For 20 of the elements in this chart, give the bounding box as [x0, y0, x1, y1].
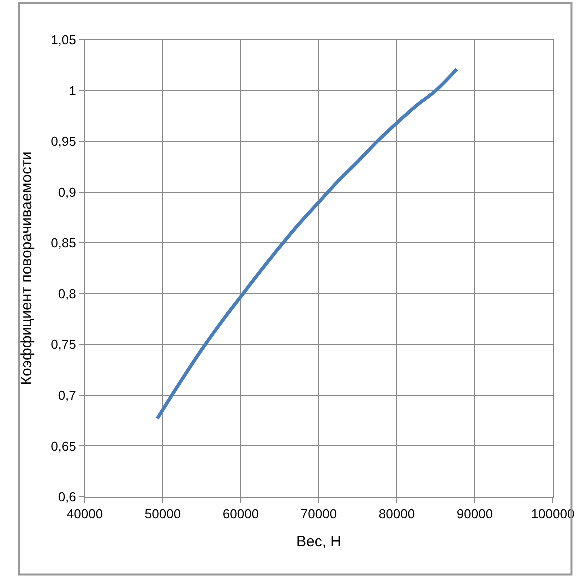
x-tick-label: 50000	[144, 506, 182, 522]
y-tick-label: 0,65	[51, 438, 76, 454]
y-tick-label: 1,05	[51, 32, 76, 48]
y-tick-label: 0,6	[58, 490, 76, 505]
x-tick-label: 100000	[531, 506, 575, 522]
y-tick-label: 0,8	[58, 286, 76, 302]
x-tick-label: 90000	[456, 506, 494, 522]
y-tick-label: 0,85	[51, 236, 76, 251]
line-series	[156, 68, 459, 421]
y-tick-label: 0,95	[51, 134, 76, 150]
y-axis-title: Коэффициент поворачиваемости	[18, 152, 36, 386]
x-tick-label: 70000	[300, 506, 338, 522]
y-tick-label: 0,9	[58, 184, 76, 200]
x-tick-label: 40000	[66, 506, 104, 522]
x-tick-label: 60000	[222, 506, 260, 522]
x-axis-title: Вес, Н	[296, 534, 342, 551]
x-tick-label: 80000	[378, 506, 416, 522]
y-tick-label: 0,7	[58, 388, 76, 403]
y-tick-label: 0,75	[51, 337, 76, 352]
y-tick-label: 1	[69, 83, 76, 98]
